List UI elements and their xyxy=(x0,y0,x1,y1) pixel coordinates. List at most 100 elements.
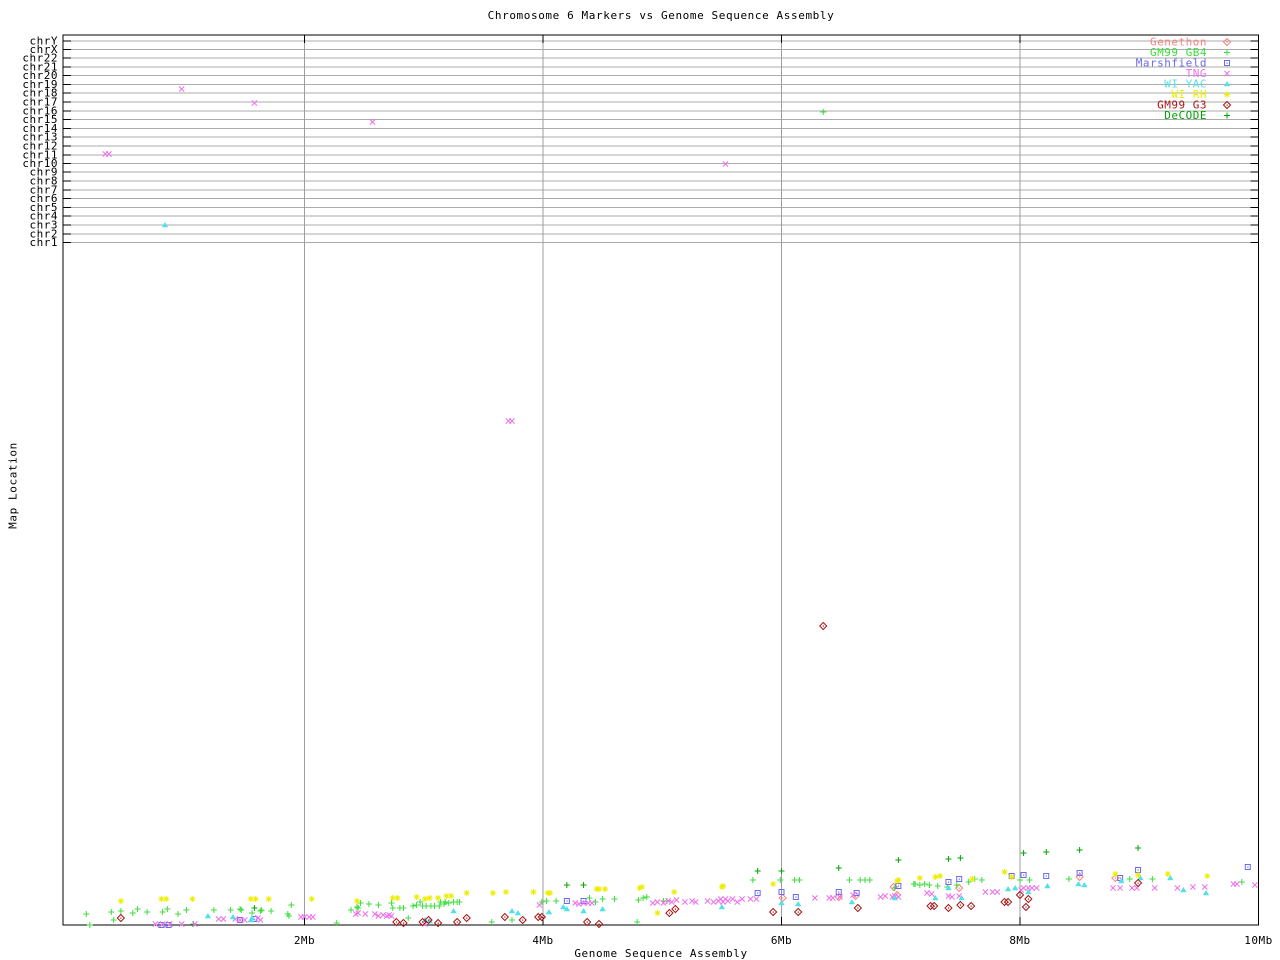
chart-title: Chromosome 6 Markers vs Genome Sequence … xyxy=(487,9,835,22)
scatter-point xyxy=(500,912,510,922)
scatter-point xyxy=(204,913,212,919)
scatter-point xyxy=(866,877,873,883)
scatter-point xyxy=(365,901,372,907)
scatter-point xyxy=(538,899,545,905)
scatter-point xyxy=(308,896,315,902)
scatter-point xyxy=(134,906,141,912)
scatter-point xyxy=(681,899,688,905)
scatter-point xyxy=(163,896,170,902)
scatter-point xyxy=(704,898,711,904)
scatter-point xyxy=(856,892,858,894)
x-axis-tick-label: 6Mb xyxy=(771,934,792,947)
scatter-point xyxy=(353,898,360,904)
scatter-point xyxy=(668,912,671,914)
scatter-point xyxy=(956,876,963,882)
legend-label: DeCODE xyxy=(1164,109,1207,122)
scatter-point xyxy=(602,886,609,892)
scatter-point xyxy=(161,222,169,228)
scatter-point xyxy=(241,917,248,923)
scatter-point xyxy=(819,621,828,631)
scatter-point xyxy=(389,905,396,911)
scatter-point xyxy=(1045,875,1047,877)
scatter-point xyxy=(1110,885,1116,891)
scatter-point xyxy=(586,895,593,901)
scatter-point xyxy=(1019,894,1021,896)
scatter-point xyxy=(504,916,506,918)
scatter-point xyxy=(724,898,731,904)
x-axis-tick-label: 10Mb xyxy=(1244,934,1273,947)
scatter-point xyxy=(258,907,265,913)
scatter-point xyxy=(560,904,567,910)
scatter-point xyxy=(229,914,237,920)
scatter-point xyxy=(215,916,222,922)
scatter-point xyxy=(947,881,950,883)
y-axis-tick-label: chr16 xyxy=(22,105,58,118)
scatter-point xyxy=(190,921,197,927)
scatter-point xyxy=(640,895,647,901)
scatter-point xyxy=(1017,877,1023,883)
scatter-point xyxy=(1075,881,1082,887)
scatter-point xyxy=(665,908,674,918)
y-axis-tick-label: chr20 xyxy=(22,69,58,82)
scatter-point xyxy=(580,882,587,888)
scatter-point xyxy=(120,917,122,919)
scatter-point xyxy=(793,907,803,917)
scatter-point xyxy=(545,909,553,915)
scatter-point xyxy=(932,895,939,901)
scatter-point xyxy=(710,899,717,905)
scatter-point xyxy=(247,896,254,902)
scatter-point xyxy=(958,878,960,880)
scatter-point xyxy=(1137,882,1139,884)
scatter-point xyxy=(1025,906,1027,908)
scatter-point xyxy=(547,890,554,896)
scatter-point xyxy=(945,856,952,862)
scatter-point xyxy=(288,902,295,908)
scatter-point xyxy=(1222,37,1232,47)
scatter-point xyxy=(503,889,510,895)
scatter-point xyxy=(838,896,840,898)
y-axis-tick-label: chr21 xyxy=(22,61,58,74)
scatter-point xyxy=(937,873,944,879)
scatter-point xyxy=(1204,873,1211,879)
y-axis-tick-label: chr11 xyxy=(22,149,58,162)
scatter-point xyxy=(753,896,760,902)
scatter-point xyxy=(252,896,259,902)
scatter-point xyxy=(777,877,784,883)
scatter-point xyxy=(978,877,985,883)
scatter-point xyxy=(1247,866,1249,868)
legend-label: Genethon xyxy=(1150,36,1207,49)
scatter-point xyxy=(158,896,165,902)
scatter-point xyxy=(152,921,159,927)
scatter-point xyxy=(426,918,433,924)
scatter-point xyxy=(518,915,527,925)
scatter-point xyxy=(435,895,442,901)
scatter-point xyxy=(1224,70,1230,77)
scatter-point xyxy=(778,889,785,895)
scatter-point xyxy=(522,919,524,921)
scatter-point xyxy=(820,109,827,115)
scatter-point xyxy=(643,894,650,900)
scatter-point xyxy=(1028,885,1035,891)
scatter-point xyxy=(392,917,401,927)
scatter-point xyxy=(268,908,275,914)
scatter-point xyxy=(237,906,244,912)
scatter-point xyxy=(1224,60,1230,66)
x-axis-tick-label: 4Mb xyxy=(532,934,553,947)
scatter-point xyxy=(537,912,547,922)
scatter-point xyxy=(466,917,468,919)
scatter-point xyxy=(1119,877,1121,879)
scatter-point xyxy=(178,86,185,92)
scatter-point xyxy=(450,908,457,914)
scatter-point xyxy=(117,908,124,914)
scatter-point xyxy=(654,910,661,916)
scatter-point xyxy=(1201,884,1208,890)
scatter-point xyxy=(933,905,935,907)
scatter-point xyxy=(835,865,842,871)
scatter-point xyxy=(781,891,783,893)
scatter-point xyxy=(421,896,428,902)
scatter-point xyxy=(754,890,761,896)
scatter-point xyxy=(989,889,996,895)
scatter-point xyxy=(945,879,952,885)
scatter-point xyxy=(1189,884,1196,890)
